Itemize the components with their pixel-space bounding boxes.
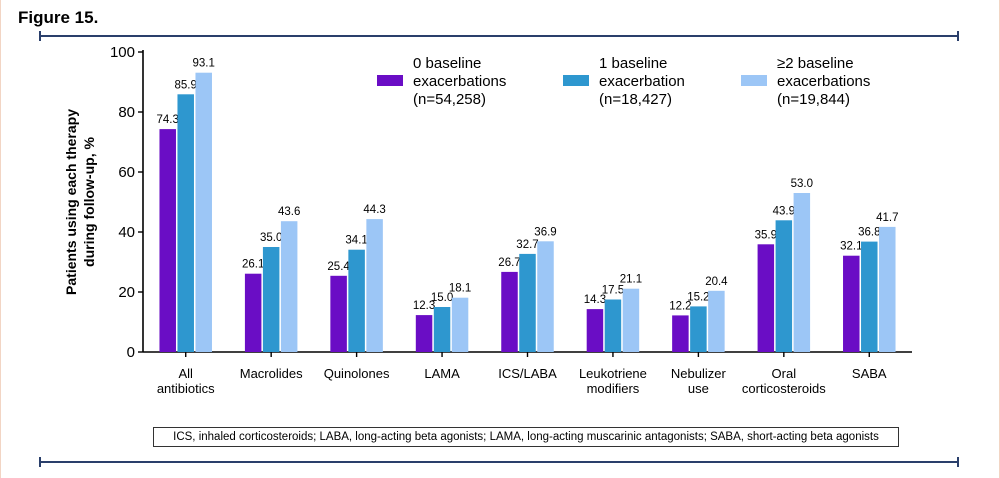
- bottom-rule: [39, 457, 959, 467]
- data-label: 15.2: [687, 291, 709, 303]
- y-tick-label: 80: [118, 104, 135, 121]
- x-tick-label: ICS/LABA: [498, 366, 557, 381]
- bar: [159, 129, 176, 352]
- x-tick-label: Oral corticosteroids: [742, 366, 826, 396]
- bar: [280, 221, 298, 352]
- bar: [586, 309, 604, 352]
- data-label: 36.8: [858, 227, 880, 239]
- bar: [330, 275, 347, 352]
- x-tick-label: Leukotriene modifiers: [579, 366, 647, 396]
- data-label: 44.3: [363, 204, 385, 216]
- x-tick-label: All antibiotics: [157, 366, 215, 396]
- top-rule: [39, 31, 959, 41]
- bar: [843, 255, 860, 352]
- bar: [348, 249, 365, 352]
- data-label: 74.3: [157, 114, 179, 126]
- data-label: 32.7: [516, 239, 538, 251]
- bar: [708, 290, 725, 352]
- data-label: 26.7: [498, 257, 520, 269]
- y-tick-label: 0: [127, 344, 135, 361]
- bar: [433, 307, 451, 352]
- legend-label: 0 baseline exacerbations (n=54,258): [413, 55, 506, 108]
- bar: [604, 299, 622, 352]
- bar: [861, 241, 878, 352]
- x-tick-label: Nebulizer use: [671, 366, 727, 396]
- y-axis-label: Patients using each therapy during follow…: [63, 109, 97, 295]
- legend-label: 1 baseline exacerbation (n=18,427): [599, 55, 685, 108]
- y-tick-label: 20: [118, 284, 135, 301]
- data-label: 17.5: [602, 285, 624, 297]
- data-label: 85.9: [175, 79, 197, 91]
- bar: [415, 315, 433, 352]
- y-tick-label: 60: [118, 164, 135, 181]
- x-tick-label: Quinolones: [324, 366, 390, 381]
- bar: [519, 253, 536, 352]
- data-label: 32.1: [840, 241, 862, 253]
- data-label: 93.1: [193, 58, 215, 70]
- data-label: 25.4: [327, 261, 350, 273]
- data-label: 15.0: [431, 292, 453, 304]
- x-tick-label: SABA: [852, 366, 887, 381]
- bar: [366, 219, 383, 352]
- data-label: 43.6: [278, 206, 300, 218]
- bar: [672, 315, 689, 352]
- data-label: 36.9: [534, 226, 556, 238]
- bar: [262, 247, 280, 352]
- legend-swatch: [741, 75, 767, 86]
- bar-chart: 0 20 40 60 80 100 Patients using each therapy d…: [63, 44, 912, 396]
- data-label: 26.1: [242, 259, 264, 271]
- bar: [195, 72, 212, 352]
- abbreviations-footnote: ICS, inhaled corticosteroids; LABA, long…: [153, 427, 899, 447]
- data-label: 12.3: [413, 300, 435, 312]
- legend-swatch: [563, 75, 589, 86]
- data-label: 41.7: [876, 212, 898, 224]
- x-tick-label: Macrolides: [240, 366, 303, 381]
- data-label: 35.0: [260, 232, 282, 244]
- data-label: 35.9: [755, 229, 777, 241]
- figure-title: Figure 15.: [18, 8, 99, 27]
- bar: [690, 306, 707, 352]
- bar: [879, 226, 896, 352]
- legend-swatch: [377, 75, 403, 86]
- bar: [451, 297, 469, 352]
- bar: [622, 288, 640, 352]
- data-label: 53.0: [791, 178, 813, 190]
- bar: [537, 241, 554, 352]
- x-tick-label: LAMA: [424, 366, 460, 381]
- bar: [793, 193, 811, 352]
- y-tick-label: 40: [118, 224, 135, 241]
- data-label: 20.4: [705, 276, 728, 288]
- bar: [775, 220, 793, 352]
- data-label: 21.1: [620, 274, 642, 286]
- data-label: 34.1: [345, 235, 367, 247]
- bar: [757, 244, 775, 352]
- data-label: 43.9: [773, 205, 795, 217]
- data-label: 14.3: [584, 294, 606, 306]
- bar: [244, 273, 262, 352]
- legend-label: ≥2 baseline exacerbations (n=19,844): [777, 55, 870, 108]
- data-label: 12.2: [669, 300, 691, 312]
- bar: [177, 94, 194, 353]
- y-tick-label: 100: [110, 44, 135, 61]
- bar: [501, 271, 518, 352]
- data-label: 18.1: [449, 283, 471, 295]
